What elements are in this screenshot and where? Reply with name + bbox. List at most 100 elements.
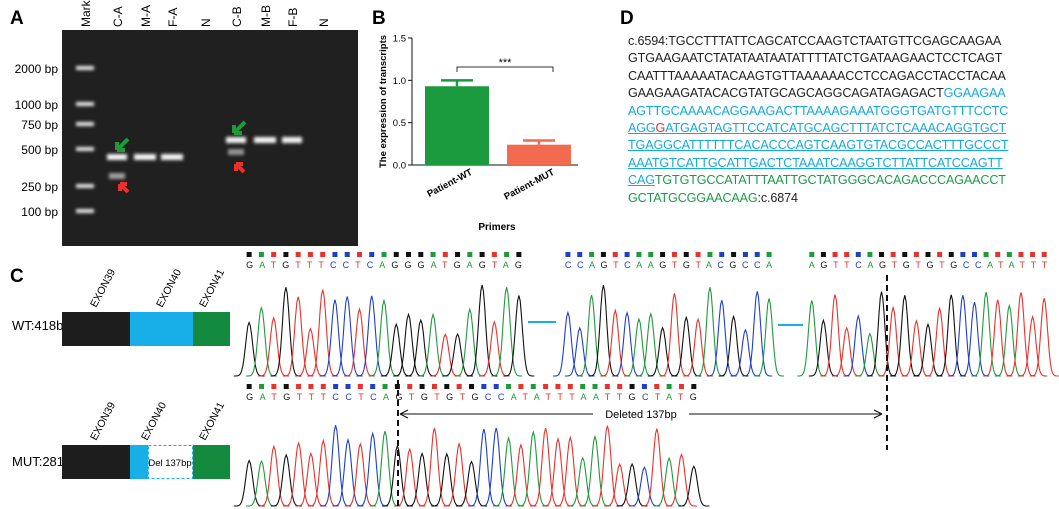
- sequence-line: CAGTGTGTGCCATATTTAATTGCTATGGGCACAGACCCAG…: [628, 172, 1008, 189]
- base-marker: [691, 384, 697, 389]
- base-marker: [604, 384, 610, 389]
- base-marker: [504, 252, 510, 257]
- ladder-band: [76, 147, 94, 151]
- ladder-label: 2000 bp: [15, 62, 59, 76]
- base-marker: [491, 252, 497, 257]
- panel-label: A: [10, 8, 24, 29]
- exon-label: EXON41: [197, 400, 227, 442]
- base-marker: [612, 252, 618, 257]
- trace-peak: [878, 305, 908, 377]
- base-marker: [1006, 252, 1012, 257]
- base-marker: [530, 384, 536, 389]
- error-bar: [441, 79, 473, 87]
- base-marker: [971, 252, 977, 257]
- exon-label: EXON40: [154, 267, 184, 309]
- trace-peak: [554, 435, 586, 507]
- arrow: [234, 162, 246, 174]
- sequence-line: GCTATGCGGAACAAG:c.6874: [628, 190, 1008, 207]
- trace-peak: [344, 442, 376, 507]
- trace-peak: [1029, 298, 1059, 377]
- trace-peak: [628, 466, 660, 507]
- base-marker: [307, 252, 313, 257]
- trace-peak: [971, 291, 1001, 377]
- base-marker: [431, 384, 437, 389]
- base-marker: [493, 384, 499, 389]
- sequence-segment: GAAGAAGATACACGTATGCAGCAGGCAGATAGAGACT: [628, 86, 944, 101]
- trace-peak: [983, 299, 1013, 377]
- x-tick-label: Patient-WT: [425, 167, 474, 200]
- panel-label: D: [620, 8, 634, 29]
- base-marker: [567, 384, 573, 389]
- trace-peak: [754, 298, 784, 377]
- ladder-band: [76, 184, 94, 188]
- trace-peak: [542, 436, 574, 507]
- ladder-label: 1000 bp: [15, 98, 59, 112]
- sequence-segment: TGTGTGCCATATTTAATTGCTATGGGCACAGACCCAGAAC…: [654, 173, 1006, 188]
- y-tick-label: 1.0: [393, 76, 406, 87]
- lane-label: M-B: [259, 5, 273, 27]
- base-marker: [271, 252, 277, 257]
- base-marker: [636, 252, 642, 257]
- trace-peak: [671, 315, 702, 377]
- trace-peak: [843, 314, 873, 377]
- base-marker: [516, 252, 522, 257]
- base-marker: [518, 384, 524, 389]
- sequence-line: GAAGAAGATACACGTATGCAGCAGGCAGATAGAGACTGGA…: [628, 85, 1008, 102]
- base-marker: [844, 252, 850, 257]
- sample-band: [161, 154, 183, 160]
- base-marker: [333, 384, 339, 389]
- base-marker: [867, 252, 873, 257]
- trace-peak: [270, 287, 302, 377]
- base-marker: [879, 252, 885, 257]
- sequence-segment: GTGAAGAATCTATATAATAATATTTTATCTGATAAGAACT…: [628, 51, 1003, 66]
- base-marker: [406, 252, 412, 257]
- trace-peak: [455, 460, 488, 507]
- trace-peak: [553, 310, 583, 377]
- trace-peak: [320, 425, 352, 507]
- sequence-line: CAATTTAAAAATACAAGTGTTAAAAAACCTCCAGACCTAC…: [628, 68, 1008, 85]
- ladder-band: [76, 102, 94, 106]
- sample-band: [282, 137, 302, 143]
- trace-peak: [742, 291, 773, 377]
- trace-peak: [913, 322, 943, 377]
- sample-band: [107, 154, 127, 160]
- base-marker: [467, 252, 473, 257]
- sample-band: [254, 137, 276, 143]
- base-marker: [369, 252, 375, 257]
- lane-label: Marker: [79, 0, 93, 27]
- base-marker: [418, 252, 424, 257]
- base-marker: [345, 384, 351, 389]
- base-marker: [357, 384, 363, 389]
- trace-peak: [936, 294, 966, 377]
- base-marker: [295, 252, 301, 257]
- sequence-segment: TGAGGCATTTTTTCACACCCAGTCAAGTGTACGCCACTTT…: [628, 138, 1009, 153]
- gel: [62, 30, 358, 246]
- y-axis-title: The expression of transcripts: [378, 35, 389, 168]
- base-marker: [641, 384, 647, 389]
- sequence-segment: CAATTTAAAAATACAAGTGTTAAAAAACCTCCAGACCTAC…: [628, 68, 1006, 83]
- arrow: [118, 182, 130, 194]
- base-marker: [469, 384, 474, 389]
- base-marker: [678, 384, 684, 389]
- significance: ***: [499, 57, 513, 69]
- base-marker: [654, 384, 660, 389]
- base-marker: [820, 252, 826, 257]
- base-marker: [671, 252, 677, 257]
- sequence-line: AGGGATGAGTAGTTCCATCATGCAGCTTTATCTCAAACAG…: [628, 120, 1008, 137]
- base-marker: [555, 384, 561, 389]
- sequence-segment: AGG: [628, 121, 656, 136]
- base-marker: [913, 252, 919, 257]
- sequence-segment: c.6594:TGCCTTTATTCAGCATCCAAGTCTAATGTTCGA…: [628, 34, 1002, 48]
- exon-box: [130, 312, 193, 346]
- trace-peak: [653, 456, 685, 507]
- base-marker: [271, 384, 277, 389]
- base-marker: [283, 252, 289, 257]
- arrow: [115, 137, 130, 152]
- ladder-label: 250 bp: [21, 180, 58, 194]
- base-marker: [592, 384, 598, 389]
- lane-label: C-B: [230, 6, 244, 27]
- bar: [425, 86, 489, 165]
- trace-peak: [443, 441, 475, 507]
- label-bg: [593, 406, 689, 422]
- base-marker: [332, 252, 338, 257]
